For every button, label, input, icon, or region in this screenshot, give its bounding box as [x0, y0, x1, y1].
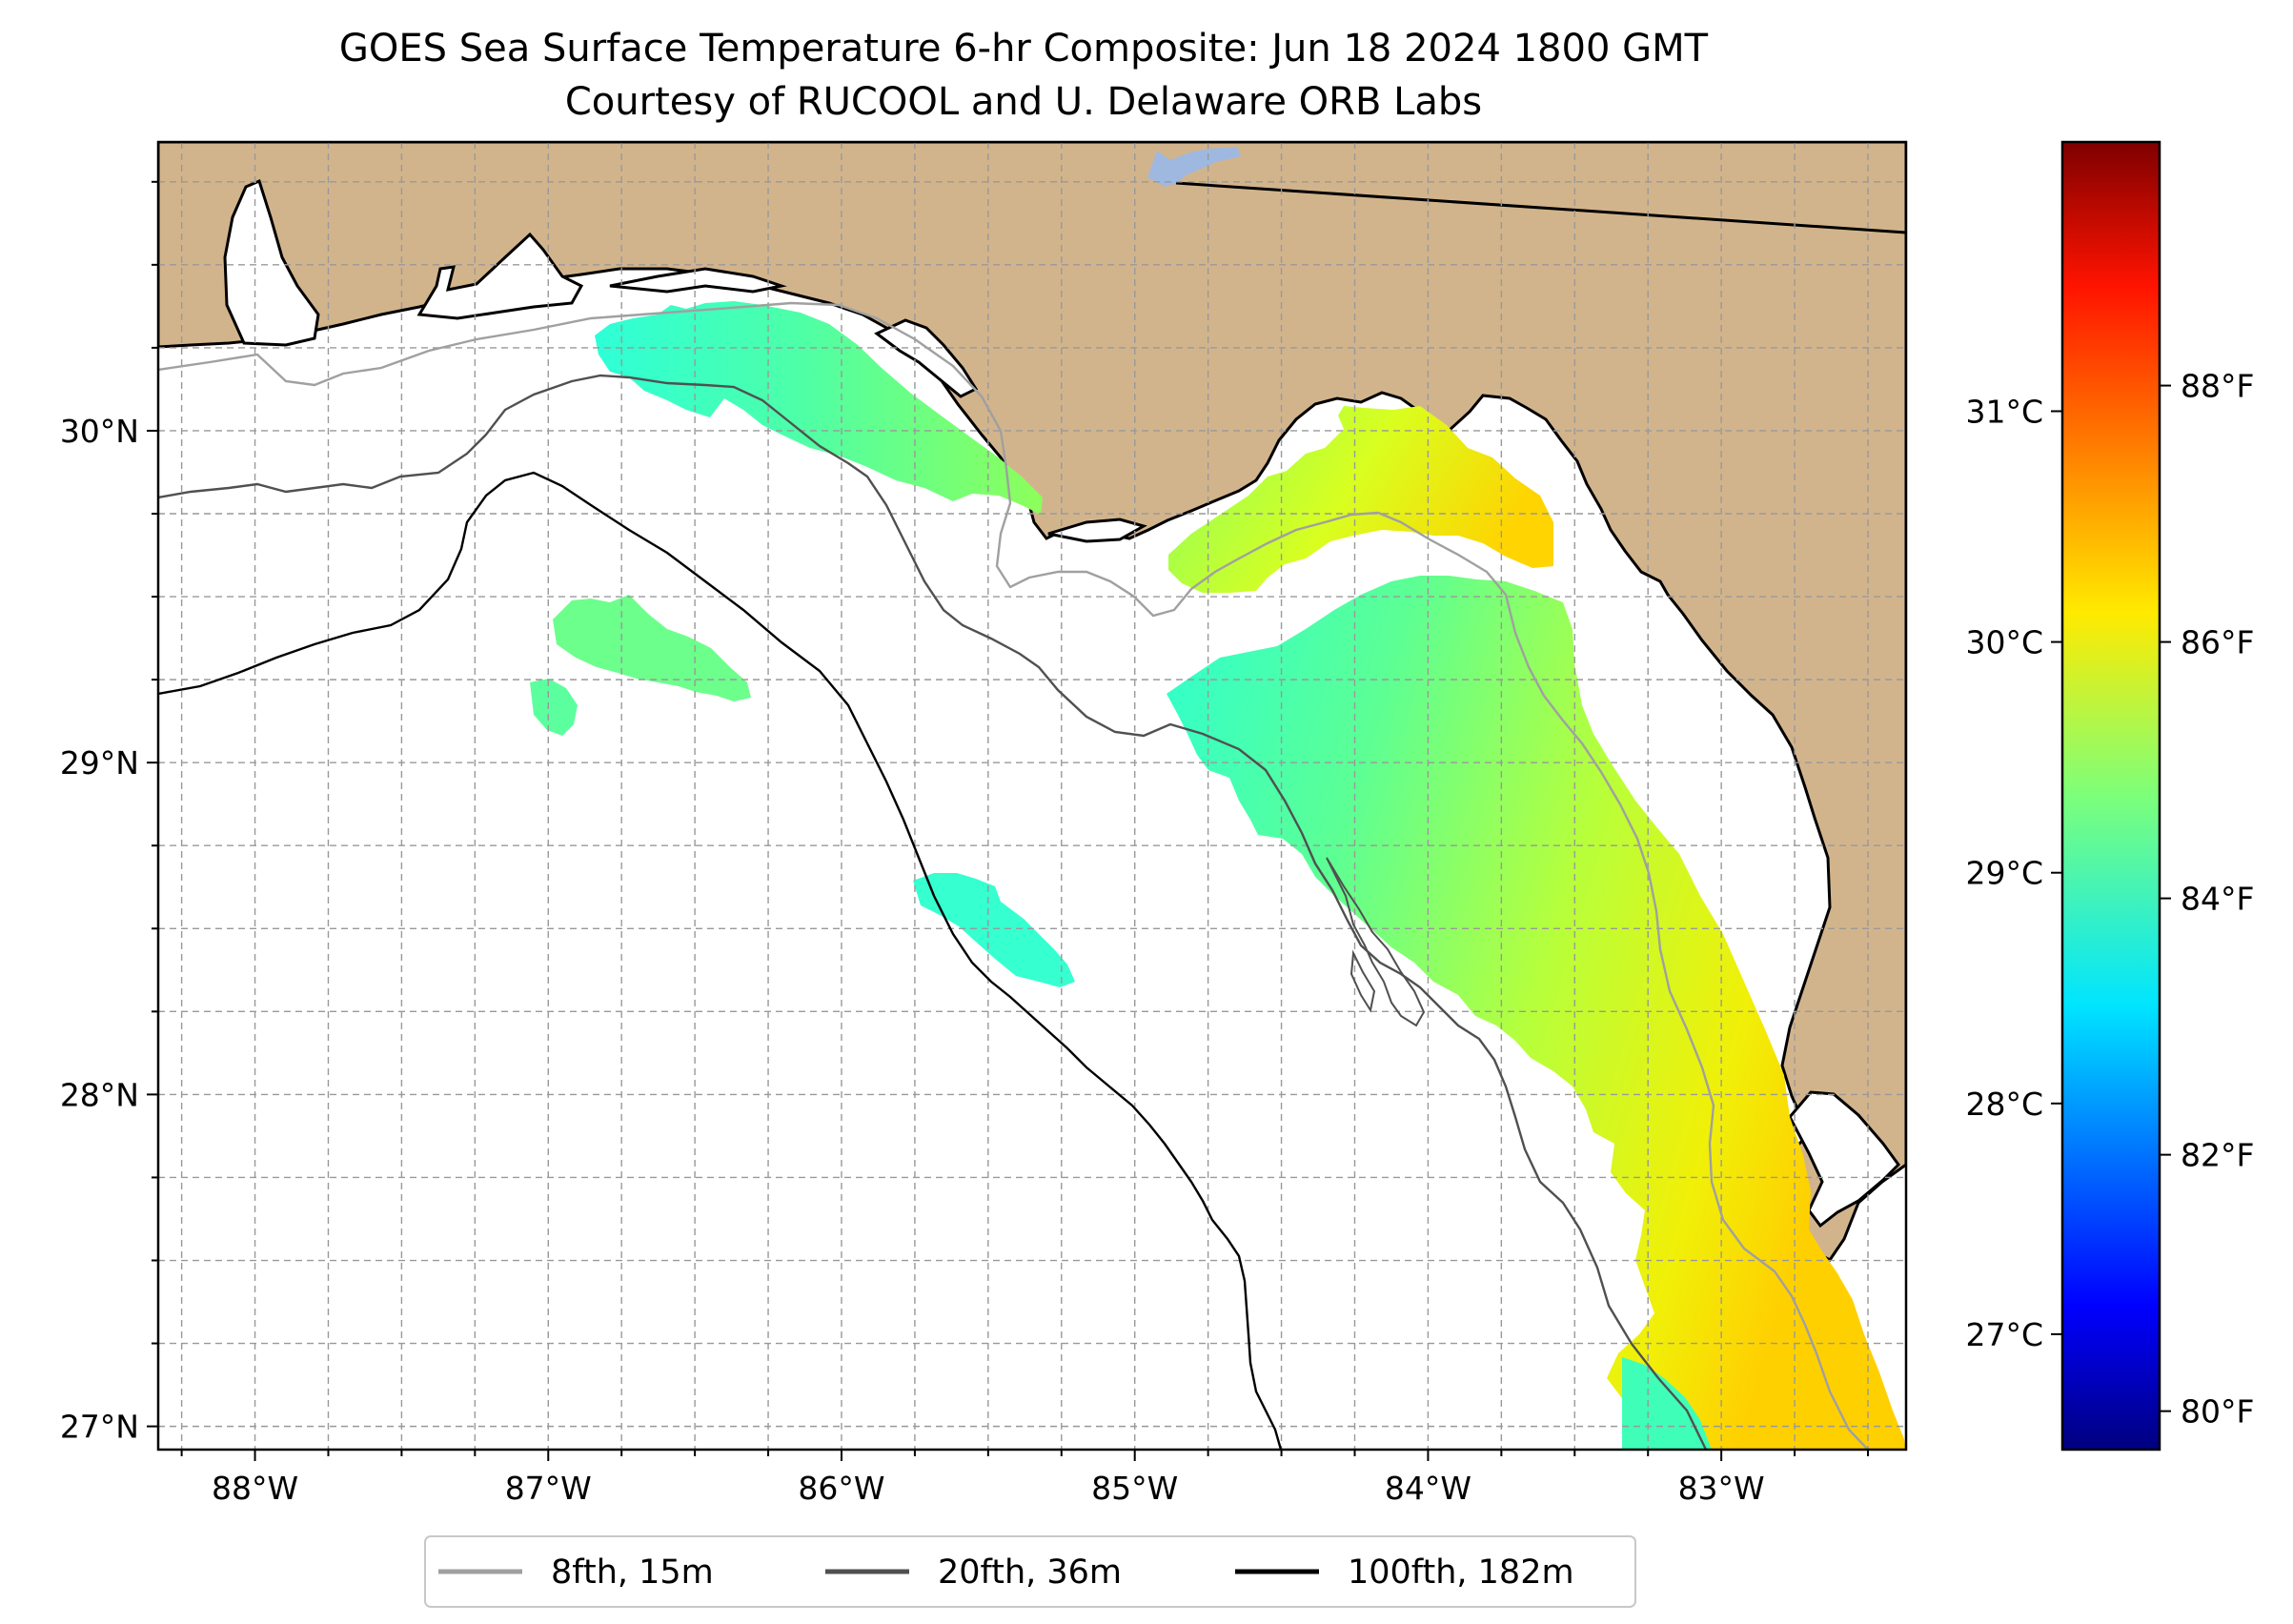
colorbar: 31°C 30°C 29°C 28°C 27°C 88°F 86°F 84°F 82°F 80°…	[1965, 140, 2254, 1451]
map-frame	[156, 140, 1908, 1451]
colorbar-gradient	[2060, 140, 2161, 1451]
legend-label: 20fth, 36m	[938, 1553, 1122, 1592]
lon-tick-label: 88°W	[212, 1470, 298, 1507]
sst-offshore-patch-2	[530, 679, 578, 736]
contour-20fth-islands	[1326, 857, 1426, 1027]
colorbar-c-label: 29°C	[1965, 855, 2043, 892]
lake-seminole	[1147, 147, 1241, 187]
lon-tick-label: 84°W	[1385, 1470, 1471, 1507]
colorbar-f-label: 84°F	[2181, 881, 2254, 918]
contour-8fth	[158, 301, 1869, 1450]
legend-item-20fth: 20fth, 36m	[825, 1553, 1122, 1592]
colorbar-c-label: 28°C	[1965, 1086, 2043, 1123]
legend-item-8fth: 8fth, 15m	[438, 1553, 714, 1592]
colorbar-f-label: 86°F	[2181, 624, 2254, 661]
colorbar-f-label: 82°F	[2181, 1137, 2254, 1174]
colorbar-celsius-ticks: 31°C 30°C 29°C 28°C 27°C	[1965, 393, 2062, 1353]
legend: 8fth, 15m 20fth, 36m 100fth, 182m	[424, 1535, 1636, 1608]
contour-20fth	[158, 374, 1708, 1450]
chart-subtitle: Courtesy of RUCOOL and U. Delaware ORB L…	[565, 80, 1482, 124]
lon-tick-label: 86°W	[798, 1470, 884, 1507]
colorbar-fahrenheit-ticks: 88°F 86°F 84°F 82°F 80°F	[2160, 368, 2254, 1431]
state-border	[1175, 181, 1906, 234]
tampa-bay	[1788, 1090, 1900, 1228]
colorbar-f-label: 88°F	[2181, 368, 2254, 405]
colorbar-c-label: 31°C	[1965, 393, 2043, 430]
mobile-bay	[223, 178, 320, 347]
sst-bigbend-north-patch	[1168, 406, 1553, 593]
colorbar-c-label: 27°C	[1965, 1316, 2043, 1353]
contour-100fth	[158, 471, 1283, 1450]
legend-item-100fth: 100fth, 182m	[1235, 1553, 1574, 1592]
apalachicola-bay	[1047, 518, 1147, 543]
gridlines	[158, 142, 1906, 1450]
legend-label: 8fth, 15m	[551, 1553, 714, 1592]
sst-panhandle-patch	[595, 301, 1043, 515]
lon-tick-label: 83°W	[1678, 1470, 1765, 1507]
legend-box	[424, 1535, 1636, 1608]
pensacola-bay	[416, 232, 584, 320]
colorbar-f-label: 80°F	[2181, 1393, 2254, 1431]
sst-offshore-patch-1	[553, 595, 751, 701]
lat-tick-label: 28°N	[60, 1076, 139, 1113]
colorbar-c-label: 30°C	[1965, 624, 2043, 661]
lat-tick-label: 27°N	[60, 1409, 139, 1446]
sst-offshore-patch-3	[913, 873, 1075, 987]
lat-tick-label: 29°N	[60, 744, 139, 782]
map-panel	[158, 142, 1906, 1450]
sst-westflorida-south-patch	[1622, 1357, 1712, 1450]
lat-axis: 27°N 28°N 29°N 30°N	[60, 180, 158, 1446]
lon-tick-label: 87°W	[505, 1470, 592, 1507]
lat-tick-label: 30°N	[60, 413, 139, 450]
chart-title: GOES Sea Surface Temperature 6-hr Compos…	[339, 27, 1709, 71]
legend-label: 100fth, 182m	[1348, 1553, 1574, 1592]
lon-axis: 88°W 87°W 86°W 85°W 84°W 83°W	[180, 1450, 1869, 1507]
lon-tick-label: 85°W	[1091, 1470, 1178, 1507]
choctawhatchee-bay	[609, 267, 787, 294]
